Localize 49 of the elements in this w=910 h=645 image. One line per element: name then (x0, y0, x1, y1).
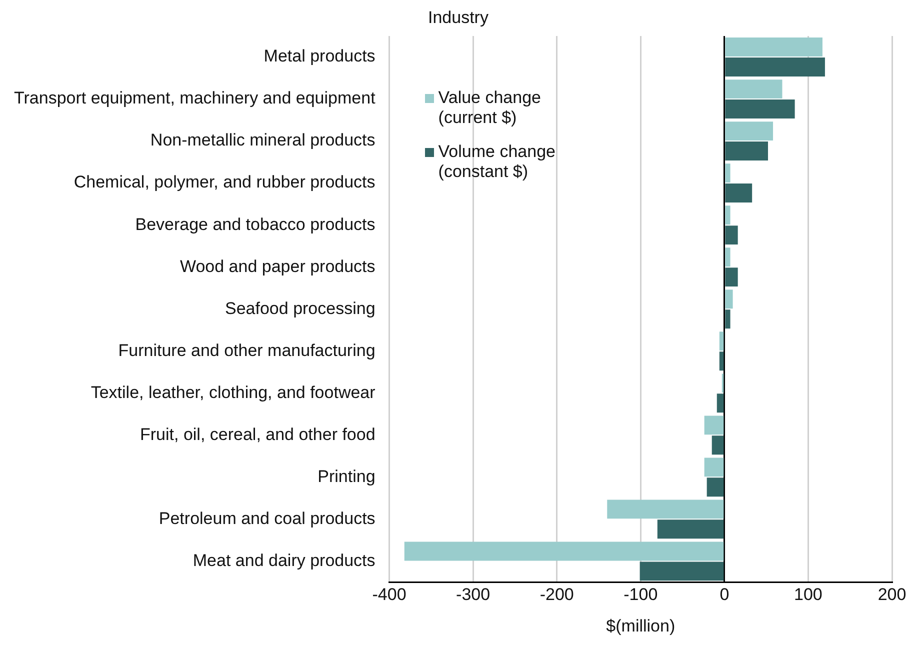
y-tick-label: Textile, leather, clothing, and footwear (90, 382, 376, 402)
y-tick-label: Meat and dairy products (192, 550, 376, 570)
x-tick-label: -300 (456, 585, 490, 604)
bar (725, 80, 782, 99)
bar (719, 332, 724, 351)
x-tick-label: 0 (720, 585, 730, 604)
legend-label: Volume change (constant $) (438, 142, 556, 182)
y-tick-label: Petroleum and coal products (158, 508, 376, 528)
bar (725, 268, 738, 287)
y-tick-label: Non-metallic mineral products (150, 130, 376, 150)
bar (725, 122, 774, 141)
bar (704, 416, 724, 435)
y-tick-label: Metal products (264, 46, 376, 66)
bar (640, 562, 724, 581)
y-tick-label: Transport equipment, machinery and equipment (14, 88, 376, 108)
bar (725, 206, 730, 225)
y-tick-label: Wood and paper products (180, 256, 376, 276)
bar (719, 352, 724, 371)
x-tick-label: -200 (540, 585, 574, 604)
bar (725, 248, 730, 267)
bar (725, 100, 795, 118)
y-axis-title: Industry (428, 8, 488, 28)
y-tick-label: Seafood processing (225, 298, 376, 318)
x-tick-label: -400 (372, 585, 406, 604)
y-tick-label: Fruit, oil, cereal, and other food (140, 424, 376, 444)
bar (725, 290, 733, 309)
bar (725, 38, 822, 57)
bar (607, 500, 724, 519)
x-tick-label: 100 (794, 585, 822, 604)
legend-label: Value change (current $) (438, 88, 542, 128)
y-tick-label: Furniture and other manufacturing (118, 340, 376, 360)
bar (725, 226, 738, 245)
bar (704, 458, 724, 477)
bar (725, 58, 825, 76)
bar (716, 394, 724, 413)
bar (725, 310, 730, 329)
x-axis-title: $(million) (606, 616, 676, 636)
bar (725, 184, 752, 203)
bar (725, 142, 768, 160)
y-tick-label: Beverage and tobacco products (135, 214, 376, 234)
bar (657, 520, 724, 539)
x-tick-label: 200 (878, 585, 906, 604)
x-tick-label: -100 (624, 585, 658, 604)
y-tick-label: Chemical, polymer, and rubber products (74, 172, 376, 192)
bar (725, 164, 730, 183)
bar (712, 436, 724, 455)
y-tick-label: Printing (318, 466, 376, 486)
bar (404, 542, 724, 561)
bar (706, 478, 724, 497)
